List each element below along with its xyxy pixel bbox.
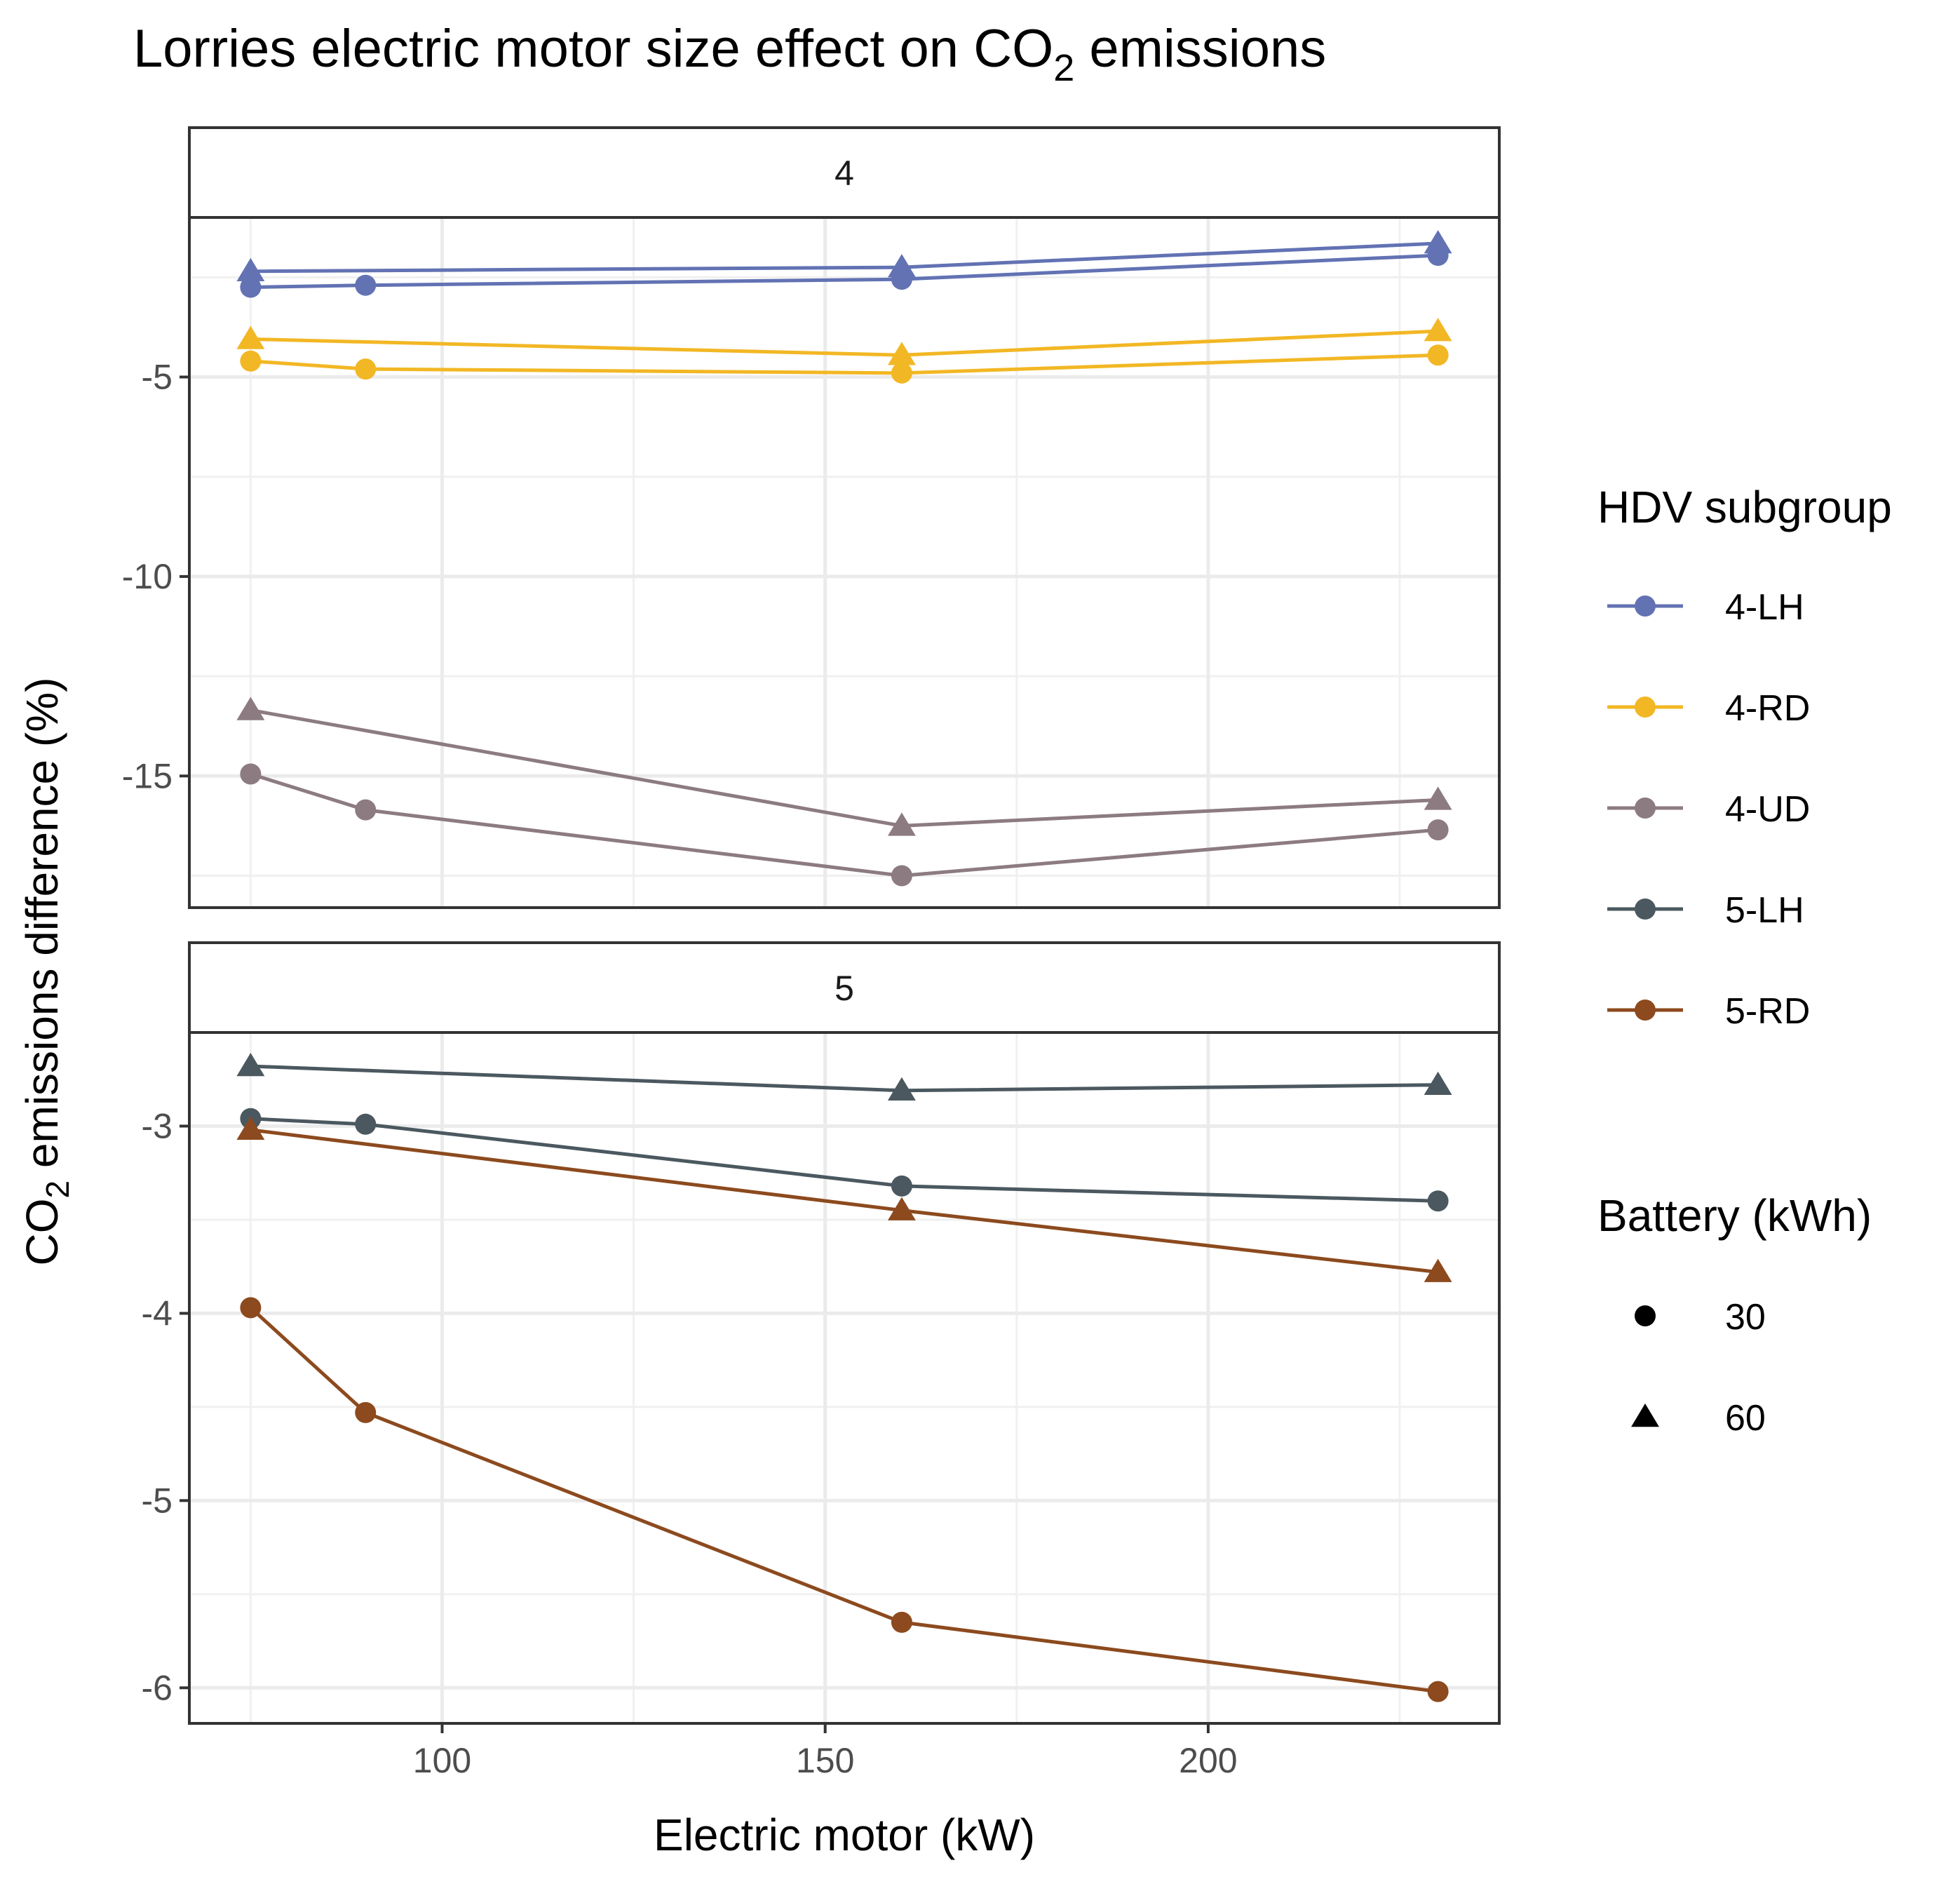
- data-point-5-RD-b60-x230: [1424, 1258, 1452, 1282]
- x-tick-label: 150: [796, 1741, 854, 1780]
- facet-strip-label: 4: [834, 154, 854, 193]
- legend-item-4-RD: 4-RD: [1607, 688, 1810, 729]
- data-point-4-RD-b30-x160: [891, 362, 912, 384]
- series-line-5-LH-battery-30: [250, 1117, 1438, 1203]
- data-point-5-LH-b60-x230: [1424, 1071, 1452, 1095]
- series-line-4-UD-battery-30: [250, 772, 1438, 877]
- facet-panel-4: 4 -5 -10 -15: [122, 126, 1501, 909]
- data-point-5-RD-b60-x160: [887, 1197, 916, 1220]
- data-point-4-UD-b60-x230: [1424, 786, 1452, 810]
- legend-label: 4-RD: [1725, 688, 1810, 729]
- data-point-4-RD-b60-x75: [236, 325, 265, 349]
- data-point-5-RD-b30-x90: [355, 1401, 377, 1423]
- data-point-5-RD-b60-x75: [236, 1116, 265, 1141]
- legend-item-5-LH: 5-LH: [1607, 890, 1804, 931]
- x-axis-title: Electric motor (kW): [654, 1810, 1035, 1860]
- facet-panels: 4 -5 -10 -15 5 -3 -4 -5 -6 100 150 200: [122, 126, 1501, 1780]
- data-point-4-LH-b60-x75: [236, 257, 265, 282]
- data-point-4-LH-b30-x75: [240, 276, 262, 298]
- legend-item-battery-60: 60: [1631, 1398, 1766, 1439]
- legend-title-hdv: HDV subgroup: [1597, 482, 1892, 532]
- data-point-4-RD-b30-x90: [355, 358, 377, 380]
- data-point-4-LH-b30-x90: [355, 274, 377, 296]
- legend-title-battery: Battery (kWh): [1597, 1190, 1872, 1241]
- facet-strip: [188, 941, 1501, 1034]
- legend-key-point: [1635, 798, 1656, 819]
- legend-key-point: [1635, 697, 1656, 718]
- y-tick-label: -4: [142, 1293, 173, 1333]
- data-point-4-UD-b30-x230: [1427, 819, 1449, 841]
- data-point-5-RD-b30-x75: [240, 1297, 262, 1319]
- legend-key-point: [1635, 596, 1656, 617]
- chart-title: Lorries electric motor size effect on CO…: [133, 19, 1326, 89]
- data-point-4-UD-b30-x90: [355, 799, 377, 821]
- legend-label: 30: [1725, 1297, 1766, 1338]
- panel-background: [189, 217, 1499, 908]
- facet-strip: [188, 126, 1501, 219]
- data-point-5-LH-b30-x230: [1427, 1190, 1449, 1212]
- data-point-4-UD-b30-x160: [891, 865, 912, 887]
- panel-background: [189, 1032, 1499, 1723]
- data-point-4-RD-b30-x230: [1427, 344, 1449, 366]
- data-point-5-LH-b60-x160: [887, 1077, 916, 1101]
- legend-label: 5-RD: [1725, 991, 1810, 1032]
- legend-item-5-RD: 5-RD: [1607, 991, 1810, 1032]
- data-point-5-LH-b30-x90: [355, 1113, 377, 1135]
- y-tick-label: -5: [142, 1481, 173, 1520]
- x-tick-label: 100: [413, 1741, 471, 1780]
- legend-item-4-LH: 4-LH: [1607, 587, 1804, 628]
- legend-label: 60: [1725, 1398, 1766, 1439]
- facet-strip-label: 5: [834, 969, 854, 1008]
- y-axis-title: CO2 emissions difference (%): [17, 678, 76, 1266]
- legend-item-battery-30: 30: [1635, 1297, 1766, 1338]
- data-point-5-RD-b30-x160: [891, 1611, 912, 1633]
- legend-label: 4-UD: [1725, 789, 1810, 830]
- data-point-4-UD-b60-x75: [236, 697, 265, 720]
- data-point-4-LH-b60-x230: [1424, 229, 1452, 254]
- data-point-4-RD-b60-x160: [887, 342, 916, 365]
- series-line-4-RD-battery-30: [250, 353, 1438, 375]
- series-line-5-RD-battery-30: [249, 1306, 1438, 1694]
- legend: HDV subgroup 4-LH 4-RD 4-UD 5-LH 5-RD Battery …: [1597, 482, 1892, 1439]
- facet-panel-5: 5 -3 -4 -5 -6 100 150 200: [142, 941, 1501, 1780]
- data-point-5-LH-b60-x75: [236, 1053, 265, 1077]
- y-tick-label: -10: [122, 557, 173, 596]
- legend-key-triangle: [1631, 1404, 1659, 1427]
- data-point-4-RD-b30-x75: [240, 350, 262, 372]
- data-point-4-RD-b60-x230: [1424, 318, 1452, 342]
- series-line-4-LH-battery-30: [250, 253, 1438, 290]
- legend-key-circle: [1635, 1305, 1656, 1326]
- data-point-4-UD-b30-x75: [240, 763, 262, 785]
- legend-item-4-UD: 4-UD: [1607, 789, 1810, 830]
- y-tick-label: -6: [142, 1668, 173, 1707]
- legend-label: 4-LH: [1725, 587, 1804, 628]
- data-point-5-LH-b30-x160: [891, 1175, 912, 1197]
- data-point-4-UD-b60-x160: [887, 812, 916, 836]
- legend-key-point: [1635, 1000, 1656, 1021]
- y-tick-label: -15: [122, 756, 173, 795]
- y-tick-label: -3: [142, 1106, 173, 1145]
- data-point-5-RD-b30-x230: [1427, 1681, 1449, 1702]
- data-point-4-LH-b60-x160: [887, 254, 916, 278]
- legend-key-point: [1635, 899, 1656, 920]
- y-tick-label: -5: [142, 358, 173, 397]
- x-tick-label: 200: [1179, 1741, 1237, 1780]
- legend-label: 5-LH: [1725, 890, 1804, 931]
